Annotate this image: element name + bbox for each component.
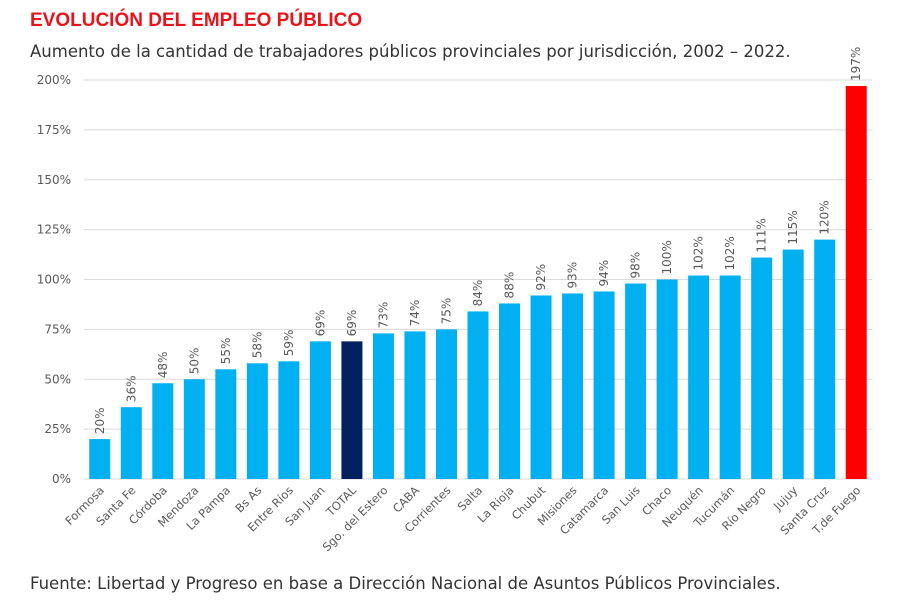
data-label: 111% xyxy=(755,218,769,252)
bar xyxy=(278,361,300,479)
y-tick-label: 150% xyxy=(37,173,71,187)
data-label: 74% xyxy=(408,300,422,327)
bar xyxy=(183,379,205,479)
data-label: 94% xyxy=(597,260,611,287)
data-label: 120% xyxy=(818,200,832,234)
y-tick-label: 25% xyxy=(44,422,71,436)
y-tick-label: 100% xyxy=(37,273,71,287)
data-label: 93% xyxy=(566,262,580,289)
chart-subtitle: Aumento de la cantidad de trabajadores p… xyxy=(30,42,791,61)
y-tick-label: 125% xyxy=(37,223,71,237)
bar xyxy=(688,275,710,479)
bar xyxy=(593,291,615,479)
bar xyxy=(782,249,804,479)
data-label: 36% xyxy=(124,376,138,403)
bar xyxy=(814,239,836,479)
bar xyxy=(309,341,331,479)
data-label: 92% xyxy=(534,264,548,291)
y-tick-label: 0% xyxy=(52,472,71,486)
data-label: 75% xyxy=(439,298,453,325)
data-label: 20% xyxy=(93,407,107,434)
data-label: 98% xyxy=(629,252,643,279)
data-label: 73% xyxy=(376,302,390,329)
y-tick-label: 50% xyxy=(44,372,71,386)
bar xyxy=(435,329,457,479)
data-label: 115% xyxy=(786,210,800,244)
y-tick-label: 200% xyxy=(37,73,71,87)
bar xyxy=(372,333,394,479)
bar xyxy=(499,303,521,479)
bar xyxy=(656,279,678,479)
data-label: 50% xyxy=(187,348,201,375)
bar xyxy=(845,85,867,480)
data-label: 55% xyxy=(219,338,233,365)
data-label: 84% xyxy=(471,280,485,307)
data-label: 88% xyxy=(503,272,517,299)
chart-source: Fuente: Libertad y Progreso en base a Di… xyxy=(30,574,781,593)
data-label: 102% xyxy=(723,236,737,270)
data-label: 59% xyxy=(282,330,296,357)
data-label: 102% xyxy=(692,236,706,270)
data-label: 48% xyxy=(156,352,170,379)
data-label: 58% xyxy=(250,332,264,359)
bar xyxy=(246,363,268,479)
bar xyxy=(89,439,111,479)
bar xyxy=(467,311,489,479)
bar xyxy=(562,293,584,479)
bar xyxy=(719,275,741,479)
y-tick-label: 75% xyxy=(44,322,71,336)
data-label: 197% xyxy=(849,47,863,81)
bar xyxy=(404,331,426,479)
bar xyxy=(530,295,552,479)
data-label: 69% xyxy=(345,310,359,337)
bar xyxy=(341,341,363,479)
chart-title: EVOLUCIÓN DEL EMPLEO PÚBLICO xyxy=(30,10,363,31)
y-tick-label: 175% xyxy=(37,123,71,137)
bar xyxy=(120,407,142,479)
bar xyxy=(625,283,647,479)
bar xyxy=(215,369,237,479)
bar xyxy=(751,257,773,479)
data-label: 69% xyxy=(313,310,327,337)
data-label: 100% xyxy=(660,240,674,274)
bar xyxy=(152,383,174,479)
